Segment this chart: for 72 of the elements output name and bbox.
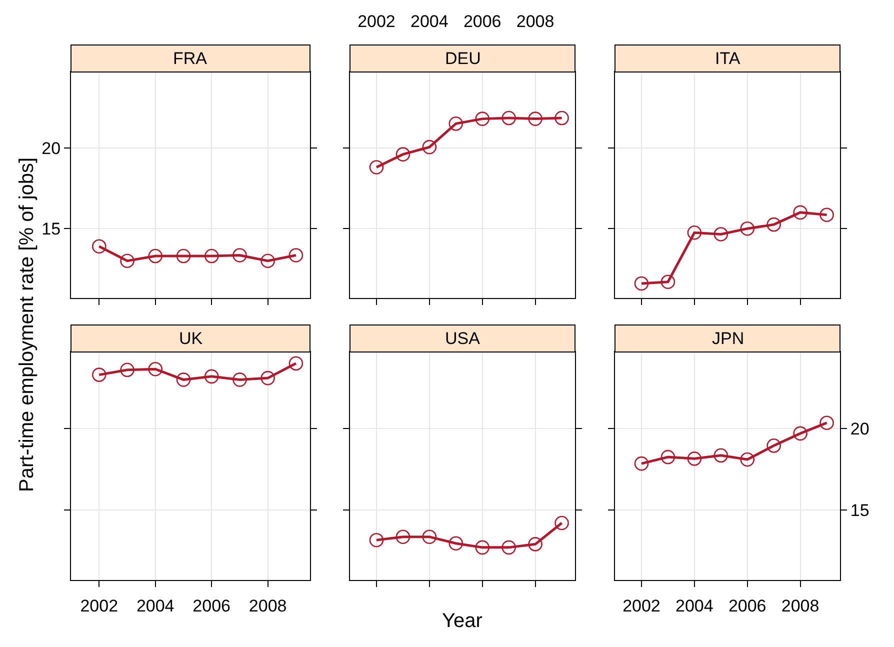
point	[176, 372, 191, 387]
point	[714, 448, 728, 463]
point	[422, 530, 437, 544]
y-axis-title: Part-time employment rate [% of jobs]	[16, 157, 38, 492]
point	[554, 516, 569, 530]
point	[660, 450, 676, 464]
point	[475, 540, 490, 555]
point	[148, 362, 162, 376]
y-tick-label: 15	[850, 500, 870, 520]
point	[369, 532, 384, 548]
chart-title: UK	[179, 329, 204, 348]
point	[634, 456, 649, 471]
x-tick-label: 2004	[675, 596, 714, 616]
point	[502, 110, 516, 126]
point	[766, 438, 781, 453]
x-tick-label: 2004	[136, 596, 174, 616]
x-tick-label: 2002	[80, 596, 118, 616]
point	[396, 147, 410, 162]
point	[448, 536, 464, 551]
point	[120, 254, 134, 268]
chart-title: ITA	[715, 49, 741, 68]
point	[820, 416, 834, 430]
x-tick-label: 2002	[358, 12, 396, 32]
point	[396, 530, 410, 544]
chart-title: JPN	[712, 329, 744, 348]
y-tick-label: 20	[42, 138, 61, 158]
point	[204, 369, 219, 384]
point	[687, 225, 702, 240]
point	[634, 276, 649, 291]
point	[288, 248, 304, 262]
point	[232, 372, 247, 387]
point	[502, 540, 516, 555]
point	[148, 248, 162, 264]
point	[92, 368, 106, 382]
x-tick-label: 2008	[781, 596, 820, 616]
point	[820, 208, 834, 222]
point	[92, 239, 106, 254]
chart-title: DEU	[445, 49, 481, 68]
point	[288, 356, 304, 371]
point	[714, 227, 728, 242]
point	[232, 248, 247, 262]
point	[369, 160, 384, 174]
point	[475, 112, 490, 126]
point	[176, 248, 191, 264]
point	[793, 426, 808, 441]
x-tick-label: 2006	[192, 596, 231, 616]
point	[260, 254, 275, 268]
chart-title: USA	[445, 329, 481, 348]
y-tick-label: 15	[42, 220, 61, 239]
x-tick-label: 2006	[728, 596, 766, 616]
point	[448, 116, 464, 131]
x-tick-label: 2004	[410, 12, 448, 32]
point	[740, 221, 754, 236]
y-tick-label: 20	[850, 419, 870, 438]
x-tick-label: 2006	[463, 12, 502, 32]
x-tick-label: 2008	[248, 596, 287, 616]
x-tick-label: 2002	[622, 596, 660, 616]
point	[528, 537, 542, 552]
chart-title: FRA	[173, 49, 208, 68]
point	[120, 362, 134, 378]
point	[687, 452, 702, 466]
point	[740, 452, 754, 467]
x-tick-label: 2008	[516, 12, 554, 32]
point	[422, 140, 437, 154]
point	[204, 248, 219, 264]
point	[766, 217, 781, 232]
point	[660, 274, 676, 290]
x-axis-title: Year	[442, 610, 483, 632]
point	[528, 112, 542, 126]
point	[793, 205, 808, 220]
point	[260, 370, 275, 386]
point	[554, 110, 569, 126]
